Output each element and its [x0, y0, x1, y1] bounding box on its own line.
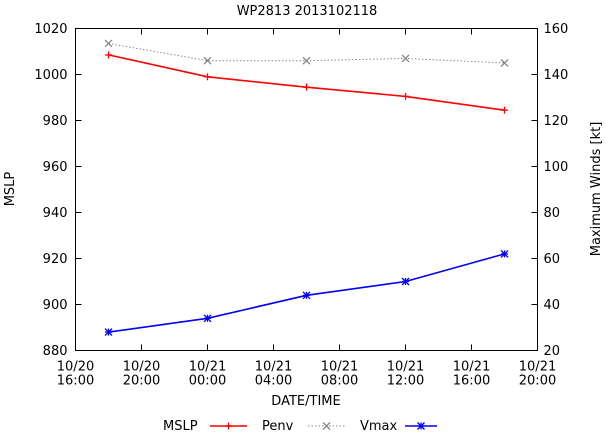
legend-marker: [322, 422, 331, 430]
y-axis-left: 880 900 920 940 960 980 1000 1020: [34, 22, 82, 359]
y-tick-label: 1000: [34, 68, 67, 83]
x-tick-label: 10/21 16:00: [453, 360, 490, 389]
series-layer: [104, 39, 509, 337]
data-point: [203, 56, 212, 65]
y2-tick-label: 100: [544, 160, 569, 175]
data-point: [302, 56, 311, 65]
x-tick-label: 10/21 08:00: [321, 360, 358, 389]
x-tick-label: 10/20 16:00: [57, 360, 94, 389]
y-tick-label: 920: [43, 252, 68, 267]
legend: MSLP Penv Vmax: [163, 419, 437, 432]
y-tick-label: 960: [43, 160, 68, 175]
data-point: [105, 51, 112, 59]
legend-marker: [225, 422, 232, 430]
x-tick-label: 10/20 20:00: [123, 360, 160, 389]
data-point: [204, 73, 211, 81]
legend-entry: Penv: [210, 419, 294, 432]
y-axis-right: 20 40 60 80 100 120 140 160: [531, 22, 569, 359]
legend-label: Penv: [262, 419, 294, 432]
legend-title: MSLP: [163, 419, 198, 432]
x-tick-label: 10/21 04:00: [255, 360, 292, 389]
x-axis: 10/20 16:00 10/20 20:00 10/21 00:00 10/21 04:00…: [57, 28, 556, 389]
data-point: [302, 291, 311, 300]
y2-tick-label: 80: [544, 206, 561, 221]
y-tick-label: 1020: [34, 22, 67, 37]
data-point: [500, 59, 509, 67]
data-point: [402, 92, 409, 100]
y2-tick-label: 40: [544, 298, 561, 313]
legend-marker: [417, 422, 425, 430]
legend-label: Vmax: [360, 419, 398, 432]
y2-tick-label: 160: [544, 22, 569, 37]
x-axis-title: DATE/TIME: [271, 394, 340, 409]
chart-title: WP2813 2013102118: [237, 4, 378, 19]
y2-tick-label: 120: [544, 114, 569, 129]
data-point: [401, 54, 410, 63]
y2-axis-title: Maximum Winds [kt]: [589, 122, 604, 257]
y2-tick-label: 60: [544, 252, 561, 267]
data-point: [501, 106, 508, 114]
series-line: [108, 54, 505, 111]
series-vmax: [104, 39, 509, 67]
y2-tick-label: 20: [544, 344, 561, 359]
x-tick-label: 10/21 20:00: [519, 360, 556, 389]
data-point: [104, 39, 113, 48]
series-winds: [104, 249, 509, 337]
legend-entry: [405, 422, 437, 430]
data-point: [203, 314, 212, 323]
data-point: [303, 83, 310, 91]
y-tick-label: 940: [43, 206, 68, 221]
y-tick-label: 880: [43, 344, 68, 359]
y-axis-title: MSLP: [3, 172, 18, 207]
legend-entry: Vmax: [308, 419, 398, 432]
y-tick-label: 900: [43, 298, 68, 313]
y2-tick-label: 140: [544, 68, 569, 83]
plot-frame: [75, 28, 538, 351]
x-tick-label: 10/21 12:00: [387, 360, 424, 389]
series-penv: [105, 51, 508, 114]
data-point: [104, 328, 113, 337]
x-tick-label: 10/21 00:00: [189, 360, 226, 389]
y-tick-label: 980: [43, 114, 68, 129]
data-point: [500, 249, 509, 258]
data-point: [401, 277, 410, 286]
